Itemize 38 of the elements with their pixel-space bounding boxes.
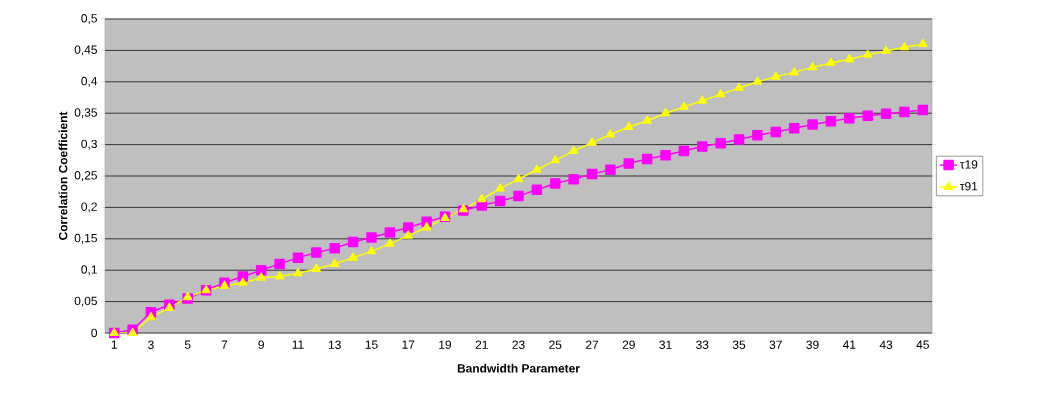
x-tick-label: 39: [806, 340, 819, 349]
y-tick-label: 0,4: [81, 76, 98, 87]
x-axis-title: Bandwidth Parameter: [457, 363, 580, 373]
x-tick-label: 17: [402, 340, 415, 349]
x-tick-label: 21: [475, 340, 488, 349]
x-tick-label: 23: [512, 340, 525, 349]
x-tick-label: 3: [148, 340, 154, 349]
x-tick-label: 45: [916, 340, 929, 349]
x-tick-label: 5: [184, 340, 191, 349]
x-tick-label: 35: [732, 340, 746, 349]
y-tick-label: 0: [91, 328, 98, 338]
x-tick-label: 13: [328, 340, 341, 349]
legend-label: τ91: [960, 182, 978, 191]
x-tick-label: 37: [769, 340, 782, 349]
x-tick-label: 9: [258, 340, 264, 349]
x-tick-label: 25: [549, 340, 562, 349]
x-tick-label: 43: [879, 340, 893, 349]
x-tick-label: 1: [111, 340, 117, 349]
x-tick-label: 29: [622, 340, 635, 349]
x-tick-label: 41: [842, 340, 856, 349]
y-tick-label: 0,5: [81, 14, 97, 24]
y-tick-label: 0,3: [81, 139, 97, 150]
y-axis-title: Correlation Coefficient: [58, 111, 68, 240]
y-tick-label: 0,05: [74, 296, 97, 307]
x-tick-label: 15: [365, 340, 378, 349]
x-tick-label: 33: [696, 340, 709, 349]
y-tick-label: 0,35: [74, 108, 97, 119]
legend-label: τ19: [960, 160, 978, 169]
y-tick-label: 0,15: [74, 233, 97, 244]
x-tick-label: 11: [292, 340, 304, 349]
y-tick-label: 0,2: [81, 202, 97, 213]
x-tick-label: 7: [221, 340, 228, 349]
x-tick-label: 27: [585, 340, 599, 349]
x-tick-label: 19: [439, 340, 452, 349]
y-tick-label: 0,1: [81, 265, 97, 276]
y-tick-label: 0,45: [74, 45, 97, 56]
x-tick-label: 31: [659, 340, 672, 349]
y-tick-label: 0,25: [74, 171, 97, 181]
